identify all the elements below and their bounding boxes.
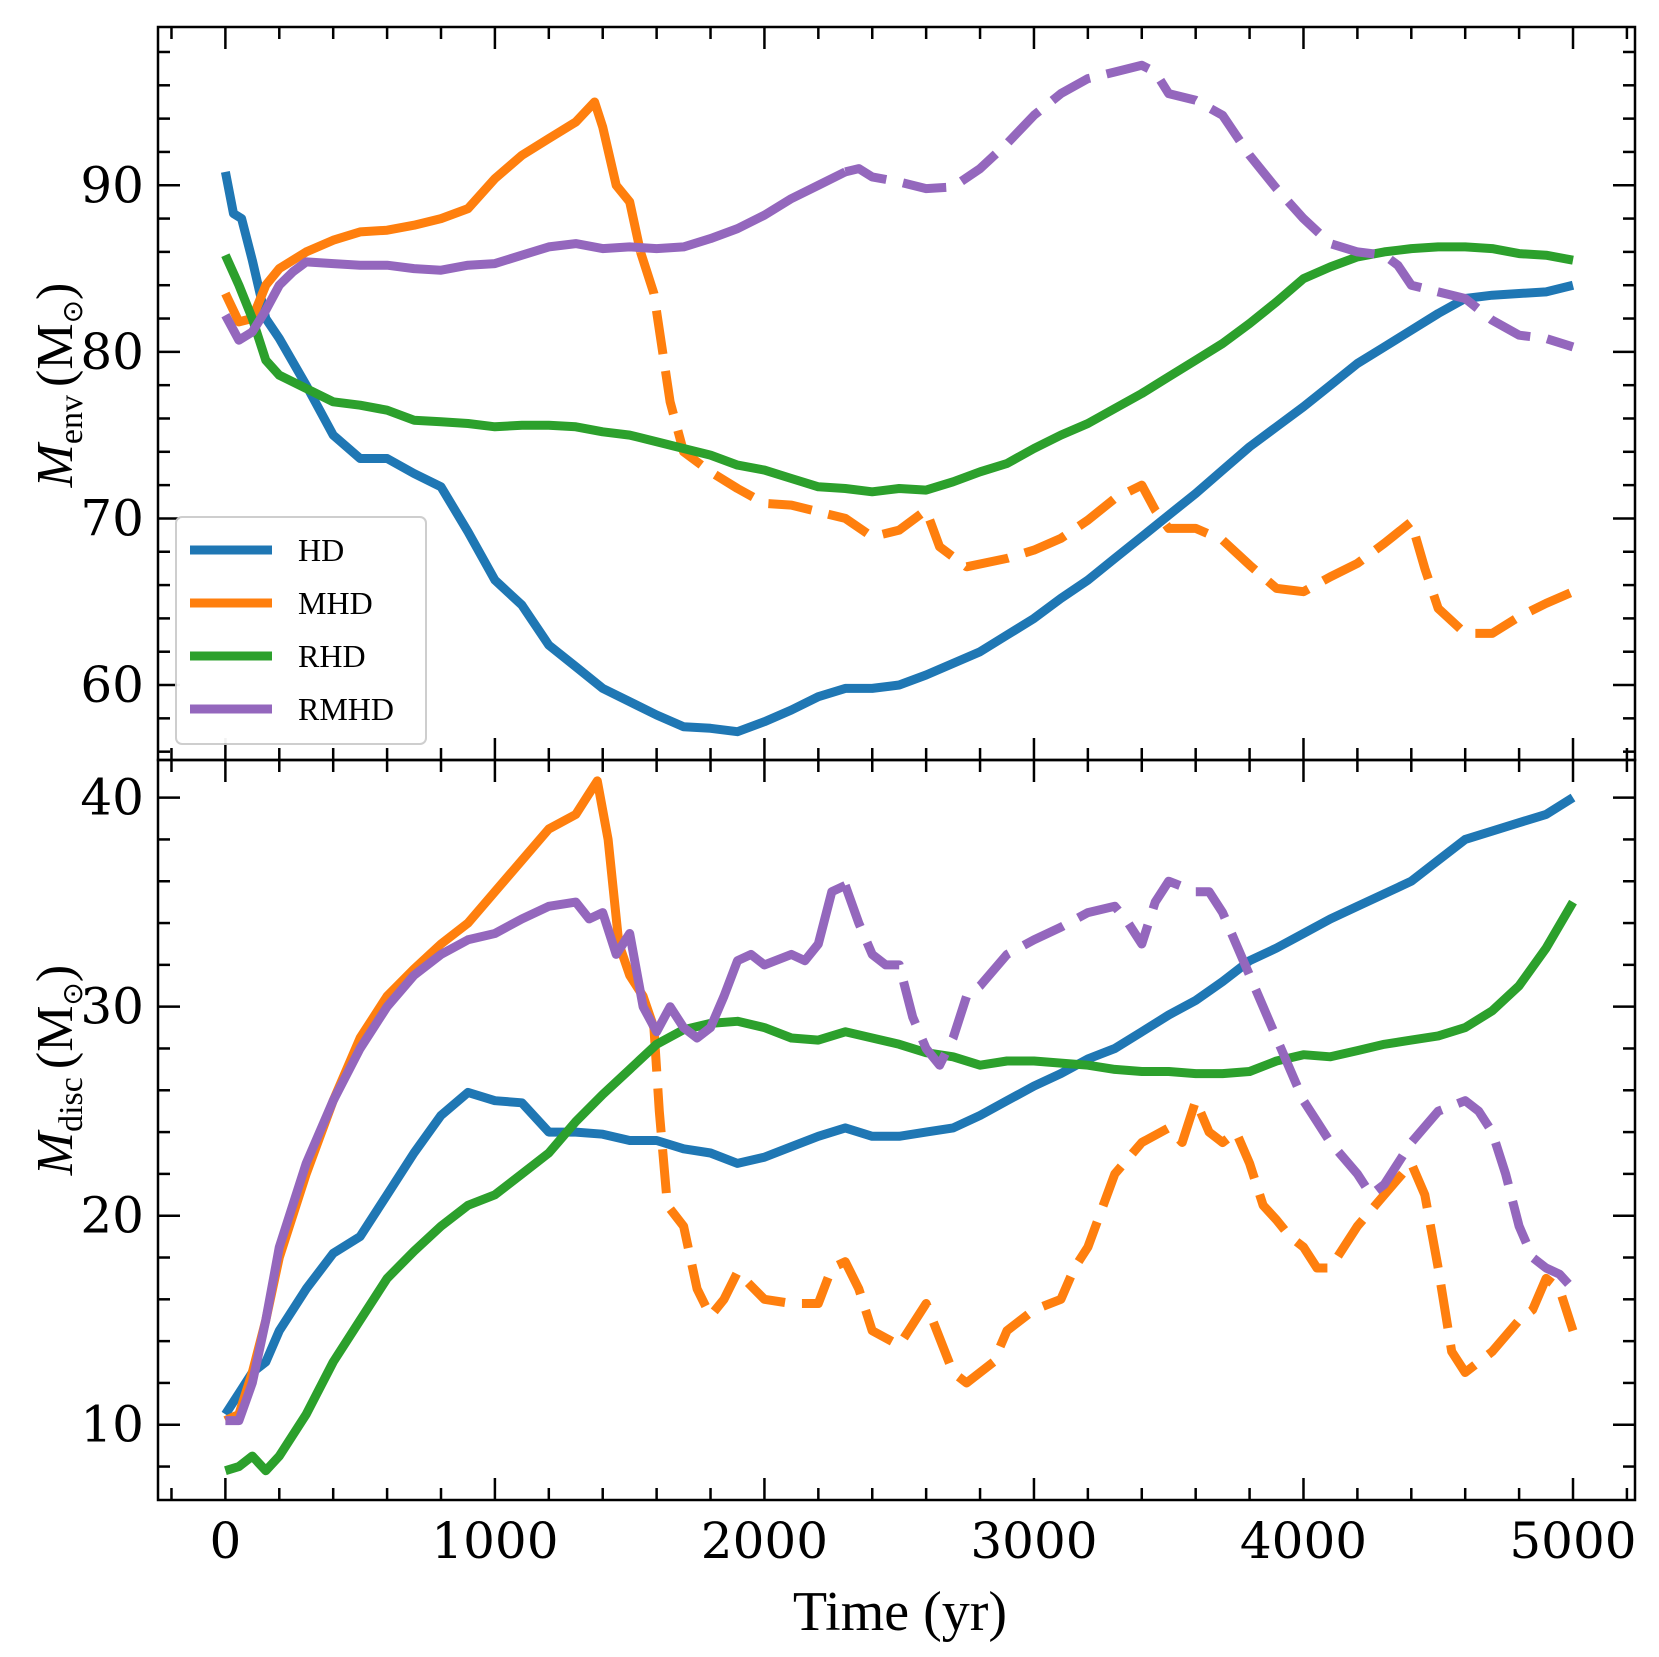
bottom-hd-solid-line: [221, 793, 1576, 1417]
x-tick-label-0: 0: [209, 1512, 241, 1570]
env-mass-ylabel-close: ): [27, 283, 84, 300]
legend-label-hd: HD: [298, 532, 344, 568]
x-tick-label-2000: 2000: [701, 1512, 828, 1570]
disc-mass-ylabel-subscript: disc: [53, 1077, 90, 1132]
bottom-y-tick-label-10: 10: [80, 1396, 144, 1454]
disc-mass-series: [221, 776, 1578, 1476]
bottom-mhd-dashed-line: [649, 1027, 1578, 1388]
x-tick-label-4000: 4000: [1240, 1512, 1367, 1570]
legend-box: [175, 516, 427, 745]
disc-mass-ylabel-sun-symbol: ⊙: [56, 982, 89, 1005]
disc-mass-ticks: 10 20 30 40 0 1000 2000 3000 4000 5000: [80, 760, 1637, 1570]
top-rmhd-solid-line: [221, 167, 848, 345]
disc-mass-ylabel-unit: (M: [27, 1006, 84, 1070]
disc-mass-panel: 10 20 30 40 0 1000 2000 3000 4000 5000 Mdisc (M⊙): [27, 758, 1637, 1570]
x-axis-label: Time (yr): [793, 1581, 1007, 1643]
top-y-tick-label-60: 60: [80, 656, 144, 714]
bottom-y-tick-label-40: 40: [80, 769, 144, 827]
top-hd-solid-line: [220, 171, 1575, 737]
legend-label-rhd: RHD: [298, 638, 366, 674]
legend: HD MHD RHD RMHD: [175, 516, 427, 745]
top-mhd-dashed-line: [636, 250, 1575, 638]
disc-mass-y-axis-label: Mdisc (M⊙): [27, 965, 90, 1176]
top-rhd-solid-line: [221, 242, 1574, 497]
env-mass-panel: 60 70 80 90 Menv (M⊙): [27, 25, 1637, 762]
env-mass-series: [220, 60, 1575, 737]
top-y-tick-label-70: 70: [80, 489, 144, 547]
top-y-tick-label-90: 90: [80, 156, 144, 214]
env-mass-ticks: 60 70 80 90: [80, 27, 1635, 760]
x-tick-label-1000: 1000: [431, 1512, 558, 1570]
disc-mass-ylabel-close: ): [27, 965, 84, 982]
legend-label-rmhd: RMHD: [298, 691, 394, 727]
env-mass-ylabel-subscript: env: [53, 395, 90, 444]
bottom-y-tick-label-30: 30: [80, 978, 144, 1036]
disc-mass-plot-frame: [156, 758, 1637, 1502]
bottom-rmhd-solid-line: [225, 881, 848, 1426]
bottom-rmhd-dashed-line: [841, 876, 1577, 1292]
top-y-tick-label-80: 80: [80, 323, 144, 381]
disc-mass-ylabel-symbol: M: [27, 1129, 84, 1176]
env-mass-ylabel-unit: (M: [27, 323, 84, 387]
env-mass-ylabel-sun-symbol: ⊙: [56, 300, 89, 323]
env-mass-ylabel-symbol: M: [27, 441, 84, 488]
legend-label-mhd: MHD: [298, 585, 373, 621]
bottom-y-tick-label-20: 20: [80, 1187, 144, 1245]
bottom-rhd-solid-line: [224, 899, 1577, 1476]
x-tick-label-5000: 5000: [1509, 1512, 1636, 1570]
top-mhd-solid-line: [221, 97, 645, 327]
env-mass-y-axis-label: Menv (M⊙): [27, 283, 90, 489]
x-tick-label-3000: 3000: [970, 1512, 1097, 1570]
